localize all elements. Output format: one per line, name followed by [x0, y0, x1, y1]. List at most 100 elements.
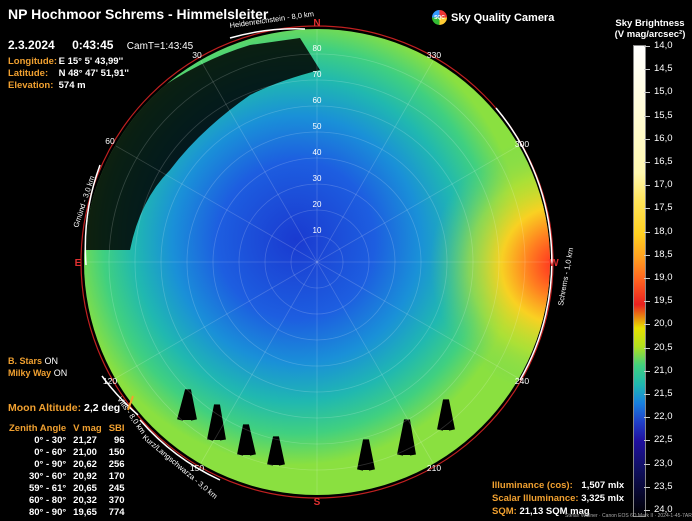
- table-cell: 96: [113, 435, 125, 446]
- azimuth-label: 240: [515, 376, 529, 386]
- scale-tick-label: 22,5: [654, 434, 673, 446]
- latitude-row: Latitude: N 48° 47' 51,91'': [8, 68, 129, 79]
- scale-tick-label: 16,0: [654, 132, 673, 144]
- azimuth-labels: 30 60 120 150 210 240 300 330: [103, 50, 529, 473]
- compass-south: S: [314, 497, 321, 508]
- page-title: NP Hochmoor Schrems - Himmelsleiter: [8, 6, 269, 22]
- illuminance-cos-value: 1,507 mlx: [581, 480, 625, 491]
- brand-name: Sky Quality Camera: [451, 11, 555, 24]
- table-cell: 0° - 60°: [34, 447, 67, 458]
- column-header: SBI: [108, 423, 125, 434]
- table-cell: 60° - 80°: [28, 495, 67, 506]
- azimuth-label: 210: [427, 463, 441, 473]
- table-cell: 170: [108, 471, 125, 482]
- moon-altitude-value: 2,2 deg: [84, 402, 121, 414]
- scalar-illuminance: Scalar Illuminance: 3,325 mlx: [492, 493, 624, 504]
- scale-tick: [644, 69, 650, 71]
- b-stars-value: ON: [44, 356, 59, 366]
- table-cell: 59° - 61°: [28, 483, 67, 494]
- table-cell: 30° - 60°: [28, 471, 67, 482]
- table-cell: 21,00: [73, 447, 97, 458]
- scale-tick-label: 23,5: [654, 480, 673, 492]
- table-row: 30° - 60° 20,92 170: [6, 471, 129, 483]
- azimuth-label: 30: [192, 50, 202, 60]
- scale-tick: [644, 440, 650, 442]
- scale-tick-label: 15,5: [654, 109, 673, 121]
- altitude-label: 80: [313, 44, 322, 53]
- scale-tick: [644, 463, 650, 465]
- illuminance-cos-label: Illuminance (cos):: [492, 480, 573, 491]
- b-stars-label: B. Stars: [8, 356, 43, 366]
- table-cell: 245: [108, 483, 125, 494]
- b-stars-option: B. Stars ON: [8, 356, 58, 366]
- image-credit: Stefan Wallner · Canon EOS 6D Mark II · …: [565, 513, 692, 519]
- zenith-angle-table: Zenith Angle V mag SBI 0° - 30° 21,27 96 0°…: [6, 423, 129, 519]
- milky-way-value: ON: [53, 368, 68, 378]
- altitude-label: 50: [313, 122, 322, 131]
- illuminance-cos: Illuminance (cos): 1,507 mlx: [492, 480, 624, 491]
- table-cell: 19,65: [73, 507, 97, 518]
- sqc-logo-icon: SQC: [432, 10, 447, 25]
- scale-tick-label: 14,0: [654, 40, 673, 51]
- elevation-value: 574 m: [58, 80, 86, 91]
- table-cell: 256: [108, 459, 125, 470]
- table-cell: 0° - 30°: [34, 435, 67, 446]
- table-row: 0° - 60° 21,00 150: [6, 447, 129, 459]
- longitude-label: Longitude:: [8, 56, 58, 67]
- camera-time: CamT=1:43:45: [126, 41, 194, 52]
- altitude-label: 10: [313, 226, 322, 235]
- altitude-label: 70: [313, 70, 322, 79]
- altitude-labels: 10 20 30 40 50 60 70 80: [313, 44, 322, 235]
- table-cell: 20,62: [73, 459, 97, 470]
- table-row: 59° - 61° 20,65 245: [6, 483, 129, 495]
- scale-tick-label: 18,5: [654, 248, 673, 260]
- scale-tick: [644, 46, 650, 47]
- scale-tick-label: 22,0: [654, 411, 673, 423]
- table-cell: 20,32: [73, 495, 97, 506]
- moon-altitude: Moon Altitude: 2,2 deg: [8, 402, 120, 414]
- compass-east: E: [75, 258, 82, 269]
- scale-tick-label: 23,0: [654, 457, 673, 469]
- brightness-color-scale: [633, 45, 646, 517]
- table-row: 80° - 90° 19,65 774: [6, 507, 129, 519]
- scale-tick: [644, 347, 650, 349]
- observation-datetime: 2.3.2024 0:43:45 CamT=1:43:45: [8, 38, 193, 52]
- sqc-brand: SQC Sky Quality Camera: [432, 10, 554, 25]
- scale-tick-label: 15,0: [654, 86, 673, 98]
- table-cell: 370: [108, 495, 125, 506]
- milky-way-option: Milky Way ON: [8, 368, 67, 378]
- table-row: 0° - 30° 21,27 96: [6, 435, 129, 447]
- sqm-reading: SQM: 21,13 SQM mag: [492, 506, 590, 517]
- scale-tick: [644, 138, 650, 140]
- sqm-value: 21,13 SQM mag: [519, 506, 590, 517]
- scale-tick-label: 21,0: [654, 364, 673, 376]
- moon-altitude-label: Moon Altitude:: [8, 402, 82, 414]
- scale-tick: [644, 510, 650, 511]
- scale-tick: [644, 231, 650, 233]
- milky-way-label: Milky Way: [8, 368, 52, 378]
- longitude-row: Longitude: E 15° 5' 43,99'': [8, 56, 123, 67]
- table-cell: 21,27: [73, 435, 97, 446]
- moon-marker: [127, 395, 134, 411]
- scale-tick-label: 16,5: [654, 156, 673, 167]
- azimuth-label: 60: [105, 136, 115, 146]
- latitude-label: Latitude:: [8, 68, 49, 79]
- table-row: 0° - 90° 20,62 256: [6, 459, 129, 471]
- scale-tick: [644, 254, 650, 256]
- azimuth-label: 300: [515, 139, 529, 149]
- altitude-label: 20: [313, 200, 322, 209]
- scale-tick-label: 24,0: [654, 504, 673, 515]
- scale-tick-label: 20,5: [654, 341, 673, 353]
- scale-tick: [644, 370, 650, 372]
- azimuth-label: 150: [190, 463, 204, 473]
- longitude-value: E 15° 5' 43,99'': [58, 56, 124, 67]
- scale-tick-label: 17,0: [654, 179, 673, 191]
- landmark-schrems: Schrems - 1,0 km: [556, 247, 575, 306]
- altitude-label: 40: [313, 148, 322, 157]
- table-row: 60° - 80° 20,32 370: [6, 495, 129, 507]
- observation-date: 2.3.2024: [8, 38, 55, 52]
- column-header: V mag: [73, 423, 102, 434]
- observation-time: 0:43:45: [72, 38, 114, 52]
- column-header: Zenith Angle: [9, 423, 67, 434]
- compass-west: W: [549, 258, 559, 269]
